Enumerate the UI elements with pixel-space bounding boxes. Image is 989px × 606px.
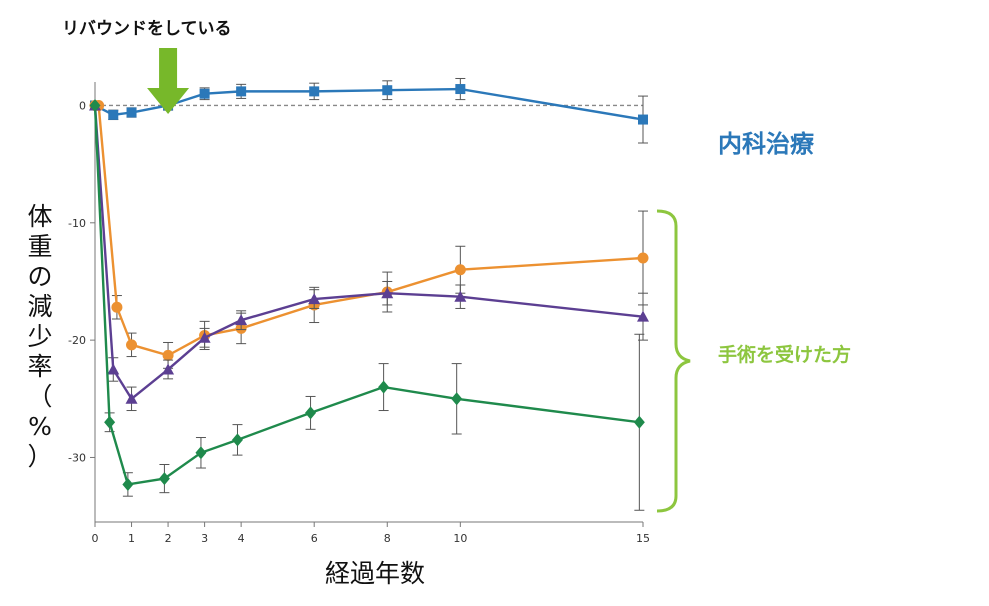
x-tick-label: 8	[384, 532, 391, 545]
data-point	[89, 98, 101, 112]
series-circle	[89, 99, 649, 369]
series-diamond	[89, 98, 645, 511]
x-tick-label: 2	[165, 532, 172, 545]
data-point	[309, 86, 320, 97]
x-tick-label: 1	[128, 532, 135, 545]
data-point	[162, 363, 175, 375]
series-triangle	[89, 99, 649, 412]
x-tick-label: 3	[201, 532, 208, 545]
data-point	[126, 339, 138, 351]
data-point	[104, 415, 116, 429]
data-point	[198, 331, 211, 343]
data-point	[126, 107, 137, 118]
x-tick-label: 4	[238, 532, 245, 545]
series-line	[93, 105, 644, 401]
series-line	[95, 104, 644, 357]
data-point	[633, 415, 645, 429]
data-point	[235, 314, 248, 326]
data-point	[382, 85, 393, 96]
surgery-label: 手術を受けた方	[718, 343, 851, 366]
data-point	[122, 477, 134, 491]
medical-treatment-label: 内科治療	[718, 130, 815, 158]
data-point	[308, 293, 321, 305]
data-point	[451, 392, 463, 406]
y-tick-label: -10	[68, 217, 86, 230]
data-point	[637, 310, 649, 322]
y-axis-label-char: 少	[27, 322, 52, 351]
data-point	[236, 86, 247, 97]
data-point	[455, 84, 466, 95]
data-point	[378, 380, 390, 394]
y-tick-label: -30	[68, 451, 86, 464]
data-point	[162, 349, 174, 361]
annotation-layer: リバウンドをしている 内科治療 手術を受けた方	[62, 19, 851, 513]
data-point	[195, 446, 207, 460]
y-axis-label-char: の	[27, 262, 52, 291]
data-point	[381, 287, 394, 299]
data-point	[305, 406, 317, 420]
data-point	[108, 109, 119, 120]
series-layer	[89, 77, 649, 511]
series-line	[94, 87, 644, 121]
x-axis-label: 経過年数	[325, 559, 425, 588]
rebound-annotation: リバウンドをしている	[62, 19, 232, 39]
y-axis-label-char: %	[28, 412, 52, 441]
y-tick-label: -20	[68, 334, 86, 347]
series-line	[93, 105, 640, 486]
x-tick-label: 6	[311, 532, 318, 545]
y-tick-label: 0	[79, 99, 86, 112]
rebound-arrow-icon	[147, 48, 190, 114]
data-point	[637, 252, 649, 264]
y-axis-label-char: 減	[27, 292, 52, 321]
x-tick-label: 0	[92, 532, 99, 545]
data-point	[125, 392, 138, 404]
data-point	[638, 114, 648, 125]
data-point	[231, 433, 243, 447]
y-axis-label-char: 体	[27, 202, 52, 231]
x-tick-label: 10	[453, 532, 467, 545]
axes: 0 -10 -20 -30 0 1 2 3 4 6 8 10 15	[68, 82, 650, 545]
x-tick-label: 15	[636, 532, 650, 545]
y-axis-label-char: ）	[27, 442, 52, 471]
data-point	[454, 264, 466, 276]
data-point	[199, 88, 210, 99]
data-point	[158, 472, 170, 486]
data-point	[454, 290, 467, 302]
y-axis-label-char: 重	[27, 232, 52, 261]
y-axis-label-char: （	[27, 382, 52, 411]
y-axis-label-char: 率	[27, 352, 52, 381]
data-point	[107, 363, 120, 375]
data-point	[111, 301, 123, 313]
surgery-bracket-icon	[656, 209, 691, 513]
